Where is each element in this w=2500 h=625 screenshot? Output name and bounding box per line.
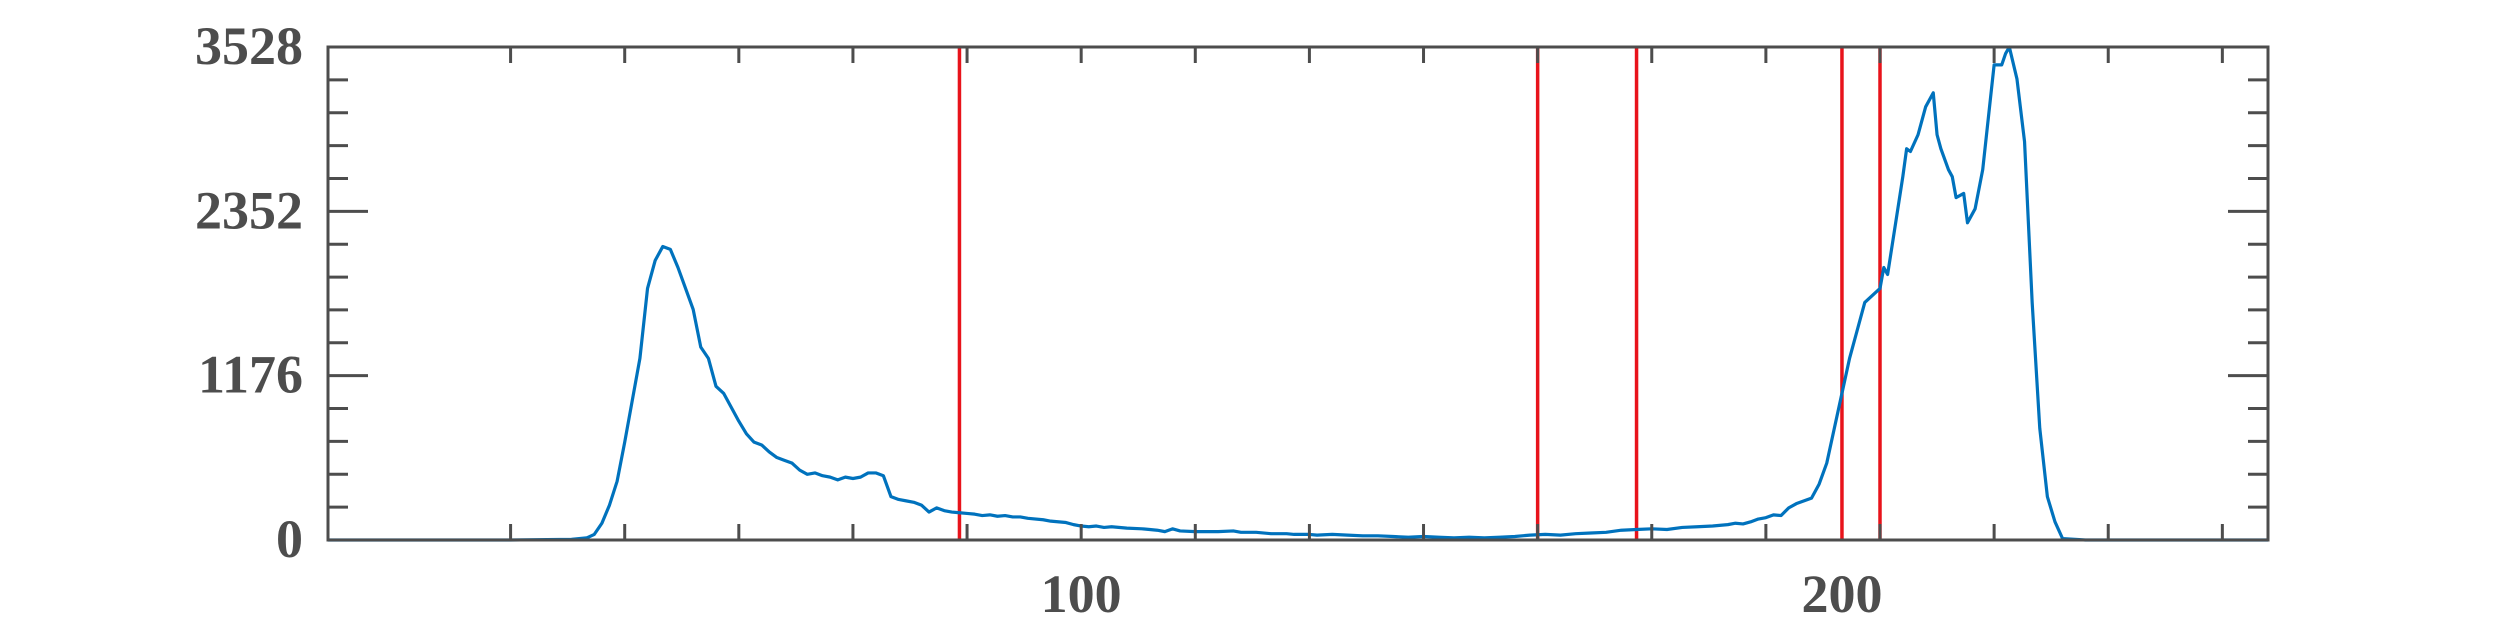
y-tick-label-1: 0 [276,509,303,569]
x-tick-label-2: 200 [1801,564,1882,624]
plot-lines [957,47,1882,540]
series-line-1 [328,45,2268,542]
x-tick-label-1: 100 [1041,564,1122,624]
y-tick-label-3: 2352 [195,180,303,240]
y-tick-label-4: 3528 [195,16,303,76]
data-series [328,45,2268,542]
axes-box [326,45,2270,542]
y-tick-labels: 0 1176 2352 3528 [195,16,303,569]
axes-frame [326,45,2270,542]
y-tick-label-2: 1176 [198,345,303,405]
x-tick-labels: 100 200 [1041,564,1883,624]
